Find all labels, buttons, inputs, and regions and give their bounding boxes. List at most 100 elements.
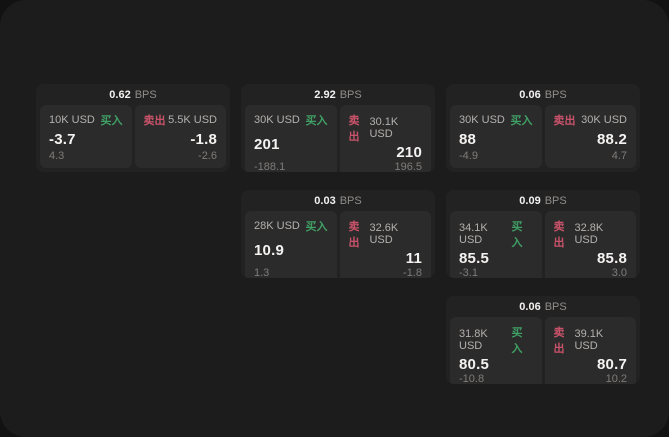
buy-price-value: -3.7: [49, 130, 76, 148]
card-header: 0.09 BPS: [446, 190, 640, 211]
sell-panel[interactable]: 卖出 30K USD 88.2 4.7: [544, 105, 636, 168]
sell-sub-value: -1.8: [403, 267, 422, 278]
spread-bps-value: 0.03: [314, 194, 336, 207]
sell-price-value: -1.8: [190, 130, 217, 148]
buy-size-label: 34.1K USD: [459, 222, 488, 246]
sell-size-label: 32.6K USD: [369, 222, 399, 246]
sell-size-label: 5.5K USD: [168, 114, 217, 126]
bps-unit-label: BPS: [339, 194, 362, 207]
sell-sub-value: 4.7: [611, 150, 627, 162]
quote-card: 0.06 BPS 31.8K USD 买入 80.5 -10.8 卖出 39.1…: [446, 296, 640, 384]
buy-panel[interactable]: 34.1K USD 买入 85.5 -3.1: [450, 211, 542, 278]
sell-sub-value: -2.6: [198, 150, 217, 162]
sell-panel-top: 卖出 39.1K USD: [554, 324, 628, 356]
buy-tag: 买入: [305, 221, 328, 233]
buy-tag: 买入: [511, 327, 523, 355]
buy-panel-top: 30K USD 买入: [459, 112, 533, 128]
buy-size-label: 28K USD: [254, 220, 300, 232]
sell-price-value: 88.2: [597, 130, 627, 148]
buy-sub-value: 4.3: [49, 150, 65, 162]
quote-panels: 34.1K USD 买入 85.5 -3.1 卖出 32.8K USD 85.8…: [446, 211, 640, 278]
buy-sub-value: -4.9: [459, 150, 478, 162]
card-header: 0.06 BPS: [446, 84, 640, 105]
sell-panel-top: 卖出 32.8K USD: [554, 218, 628, 250]
sell-size-label: 30.1K USD: [369, 116, 399, 140]
buy-tag: 买入: [305, 115, 328, 127]
buy-panel-top: 28K USD 买入: [254, 218, 328, 234]
buy-panel-top: 34.1K USD 买入: [459, 218, 533, 250]
sell-panel-top: 卖出 30K USD: [554, 112, 628, 128]
sell-panel-top: 卖出 5.5K USD: [144, 112, 218, 128]
sell-price-value: 80.7: [597, 356, 627, 373]
quote-panels: 31.8K USD 买入 80.5 -10.8 卖出 39.1K USD 80.…: [446, 317, 640, 384]
card-header: 0.03 BPS: [241, 190, 435, 211]
buy-price-value: 201: [254, 136, 280, 153]
bps-unit-label: BPS: [544, 88, 567, 101]
bps-unit-label: BPS: [134, 88, 157, 101]
sell-panel-top: 卖出 30.1K USD: [349, 112, 423, 144]
sell-panel[interactable]: 卖出 32.8K USD 85.8 3.0: [544, 211, 636, 278]
sell-tag: 卖出: [348, 115, 360, 143]
buy-panel[interactable]: 10K USD 买入 -3.7 4.3: [40, 105, 132, 168]
buy-price-value: 10.9: [254, 242, 284, 259]
sell-tag: 卖出: [553, 327, 565, 355]
buy-size-label: 31.8K USD: [459, 328, 488, 352]
sell-tag: 卖出: [348, 221, 360, 249]
card-header: 2.92 BPS: [241, 84, 435, 105]
sell-price-value: 210: [396, 144, 422, 161]
quote-card: 0.03 BPS 28K USD 买入 10.9 1.3 卖出 32.6K US…: [241, 190, 435, 278]
buy-panel[interactable]: 30K USD 买入 201 -188.1: [245, 105, 337, 172]
buy-panel[interactable]: 30K USD 买入 88 -4.9: [450, 105, 542, 168]
sell-tag: 卖出: [143, 115, 166, 127]
spread-bps-value: 0.09: [519, 194, 541, 207]
buy-price-value: 80.5: [459, 356, 489, 373]
sell-size-label: 30K USD: [581, 114, 627, 126]
sell-tag: 卖出: [553, 221, 565, 249]
bps-unit-label: BPS: [544, 194, 567, 207]
card-header: 0.06 BPS: [446, 296, 640, 317]
sell-panel-top: 卖出 32.6K USD: [349, 218, 423, 250]
sell-panel[interactable]: 卖出 32.6K USD 11 -1.8: [339, 211, 431, 278]
quote-card: 0.06 BPS 30K USD 买入 88 -4.9 卖出 30K USD 8…: [446, 84, 640, 172]
sell-tag: 卖出: [553, 115, 576, 127]
sell-sub-value: 3.0: [611, 267, 627, 278]
buy-panel-top: 10K USD 买入: [49, 112, 123, 128]
spread-bps-value: 0.06: [519, 88, 541, 101]
buy-size-label: 10K USD: [49, 114, 95, 126]
sell-panel[interactable]: 卖出 30.1K USD 210 196.5: [339, 105, 431, 172]
buy-panel-top: 31.8K USD 买入: [459, 324, 533, 356]
sell-price-value: 11: [405, 250, 422, 267]
buy-price-value: 85.5: [459, 250, 489, 267]
buy-panel-top: 30K USD 买入: [254, 112, 328, 128]
buy-panel[interactable]: 28K USD 买入 10.9 1.3: [245, 211, 337, 278]
quote-card: 2.92 BPS 30K USD 买入 201 -188.1 卖出 30.1K …: [241, 84, 435, 172]
buy-size-label: 30K USD: [459, 114, 505, 126]
sell-size-label: 39.1K USD: [574, 328, 604, 352]
quote-card: 0.62 BPS 10K USD 买入 -3.7 4.3 卖出 5.5K USD…: [36, 84, 230, 172]
card-header: 0.62 BPS: [36, 84, 230, 105]
sell-sub-value: 10.2: [605, 373, 627, 384]
buy-tag: 买入: [511, 221, 523, 249]
buy-panel[interactable]: 31.8K USD 买入 80.5 -10.8: [450, 317, 542, 384]
sell-panel[interactable]: 卖出 5.5K USD -1.8 -2.6: [134, 105, 226, 168]
buy-sub-value: -3.1: [459, 267, 478, 278]
quote-panels: 10K USD 买入 -3.7 4.3 卖出 5.5K USD -1.8 -2.…: [36, 105, 230, 172]
buy-sub-value: -10.8: [459, 373, 485, 384]
buy-price-value: 88: [459, 130, 477, 148]
spread-bps-value: 0.62: [109, 88, 131, 101]
buy-tag: 买入: [510, 115, 533, 127]
quote-card: 0.09 BPS 34.1K USD 买入 85.5 -3.1 卖出 32.8K…: [446, 190, 640, 278]
buy-sub-value: -188.1: [254, 161, 286, 172]
sell-sub-value: 196.5: [394, 161, 422, 172]
bps-unit-label: BPS: [544, 300, 567, 313]
sell-panel[interactable]: 卖出 39.1K USD 80.7 10.2: [544, 317, 636, 384]
quote-panels: 30K USD 买入 201 -188.1 卖出 30.1K USD 210 1…: [241, 105, 435, 172]
sell-size-label: 32.8K USD: [574, 222, 604, 246]
buy-size-label: 30K USD: [254, 114, 300, 126]
quote-panels: 28K USD 买入 10.9 1.3 卖出 32.6K USD 11 -1.8: [241, 211, 435, 278]
buy-sub-value: 1.3: [254, 267, 270, 278]
buy-tag: 买入: [100, 115, 123, 127]
spread-bps-value: 2.92: [314, 88, 336, 101]
quote-grid: 0.62 BPS 10K USD 买入 -3.7 4.3 卖出 5.5K USD…: [36, 84, 640, 384]
